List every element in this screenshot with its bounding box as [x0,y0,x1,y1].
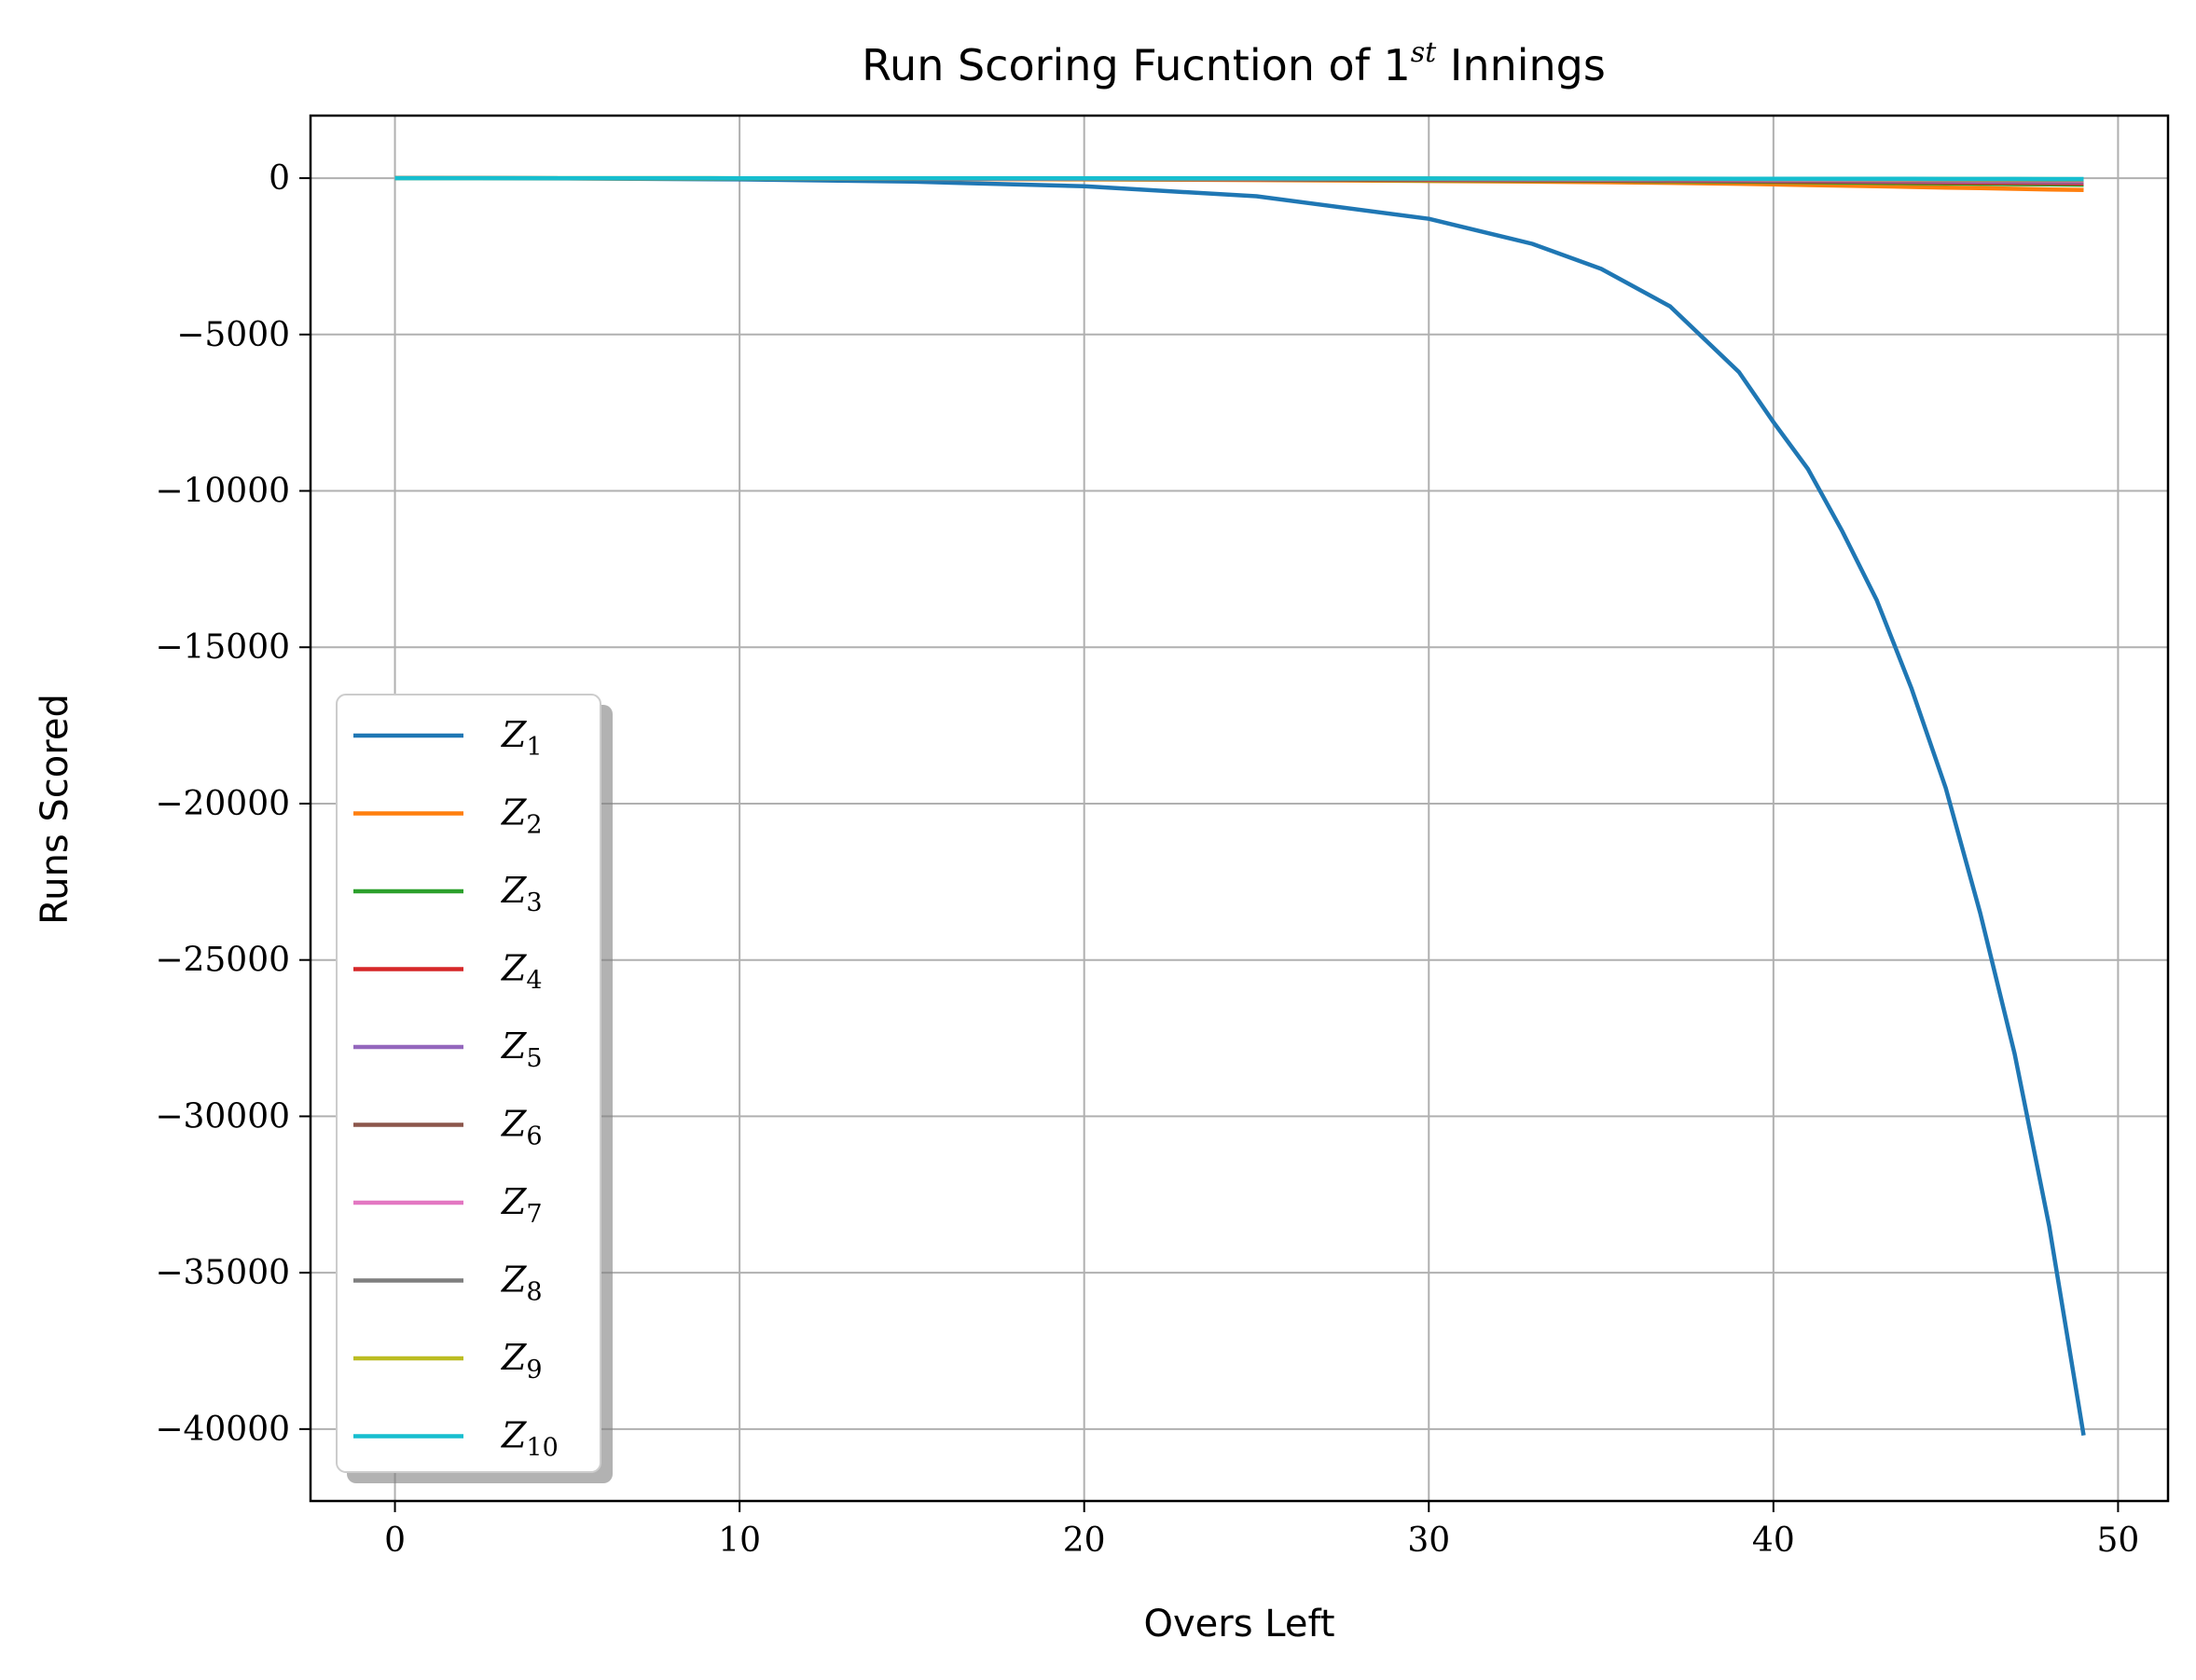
legend-entry-z3: Z3 [353,870,543,917]
legend-entry-z9: Z9 [353,1337,543,1384]
legend-entries: Z1 Z2 Z3 Z4 Z5 Z6 Z7 Z8 Z9 Z10 [353,714,559,1463]
series-line-z10 [394,175,2084,182]
chart-title: Run Scoring Fucntion of 1st Innings [862,36,1606,90]
legend-label: Z4 [501,948,543,996]
x-tick-label: 30 [1407,1522,1450,1560]
legend-label: Z7 [501,1181,543,1229]
legend-box [336,694,601,1473]
legend-entry-z4: Z4 [353,948,543,996]
plot-frame [309,114,2170,1503]
x-tick-label: 50 [2097,1522,2140,1560]
x-tick-label: 20 [1063,1522,1106,1560]
legend-label: Z10 [501,1415,559,1463]
legend-entry-z7: Z7 [353,1181,543,1229]
legend-entry-z5: Z5 [353,1026,543,1073]
y-tick-label: −35000 [155,1254,290,1292]
x-tick-label: 10 [718,1522,761,1560]
legend-label: Z9 [501,1337,543,1384]
legend-label: Z3 [501,870,543,917]
legend-label: Z1 [501,714,543,762]
series-layer [394,175,2086,1436]
series-line-z1 [394,175,2086,1436]
legend-label: Z6 [501,1104,543,1151]
legend-entry-z2: Z2 [353,792,543,840]
chart-title-superscript: st [1411,36,1437,69]
y-tick-label: −25000 [155,942,290,980]
ticks: 0 10 20 30 40 50 0 −5000 −10000 −15000 −20000 −2500… [155,159,2139,1560]
legend-entry-z6: Z6 [353,1104,543,1151]
x-axis-label: Overs Left [1143,1603,1334,1646]
legend-entry-z10: Z10 [353,1415,559,1463]
legend-entry-z8: Z8 [353,1260,543,1307]
y-tick-label: −5000 [176,316,290,354]
x-tick-label: 0 [384,1522,406,1560]
y-tick-label: −40000 [155,1411,290,1449]
legend-label: Z8 [501,1260,543,1307]
chart-title-main: Run Scoring Fucntion of 1 [862,40,1411,90]
y-tick-label: −10000 [155,473,290,511]
y-axis-label: Runs Scored [34,694,76,925]
chart-title-end: Innings [1436,40,1606,90]
y-tick-label: −20000 [155,785,290,823]
legend-entry-z1: Z1 [353,714,543,762]
y-tick-label: −15000 [155,628,290,667]
x-tick-label: 40 [1752,1522,1795,1560]
legend-label: Z5 [501,1026,543,1073]
legend: Z1 Z2 Z3 Z4 Z5 Z6 Z7 Z8 Z9 Z10 [336,694,613,1483]
legend-label: Z2 [501,792,543,840]
y-tick-label: 0 [269,159,290,198]
grid [311,116,2168,1501]
y-tick-label: −30000 [155,1097,290,1136]
